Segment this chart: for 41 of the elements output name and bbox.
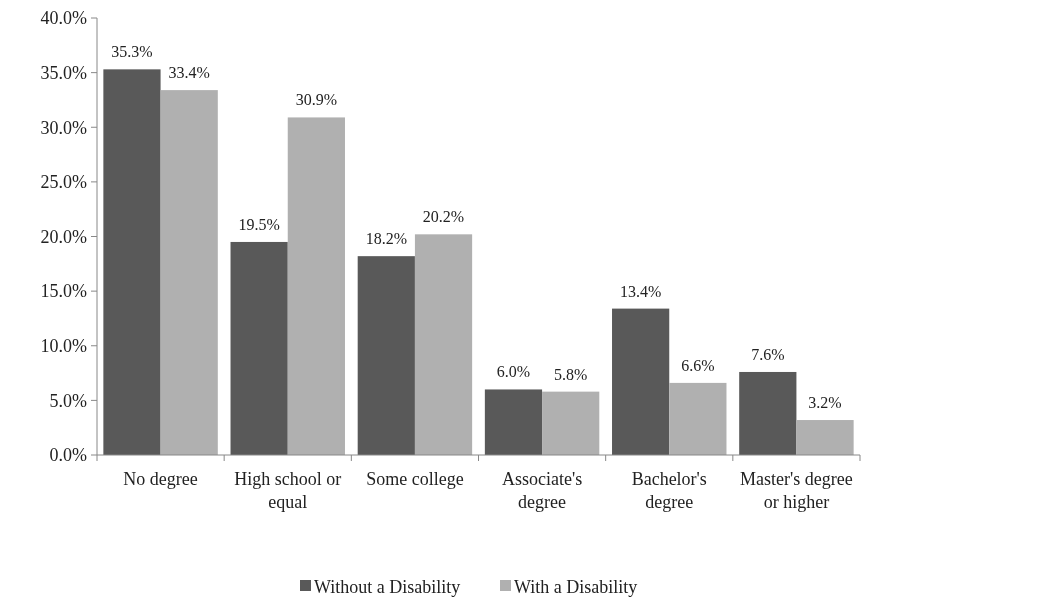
data-label: 3.2% bbox=[808, 394, 842, 412]
data-label: 33.4% bbox=[168, 64, 210, 82]
bar bbox=[230, 241, 288, 455]
y-tick-label: 15.0% bbox=[40, 281, 87, 302]
y-tick-label: 40.0% bbox=[40, 8, 87, 29]
y-tick-label: 35.0% bbox=[40, 62, 87, 83]
bar bbox=[739, 371, 797, 455]
data-label: 6.6% bbox=[681, 356, 715, 374]
legend-label: With a Disability bbox=[514, 577, 638, 598]
y-tick-label: 20.0% bbox=[40, 226, 87, 247]
bar bbox=[612, 308, 670, 455]
bar bbox=[357, 256, 415, 455]
bar bbox=[796, 420, 854, 455]
y-tick-label: 25.0% bbox=[40, 172, 87, 193]
y-tick-label: 10.0% bbox=[40, 336, 87, 357]
bar bbox=[103, 69, 161, 455]
data-label: 30.9% bbox=[295, 91, 338, 109]
data-label: 5.8% bbox=[554, 365, 588, 383]
bar bbox=[484, 389, 543, 455]
y-tick-label: 30.0% bbox=[40, 117, 87, 138]
data-label: 18.2% bbox=[365, 230, 407, 248]
data-label: 6.0% bbox=[496, 363, 531, 381]
y-tick-label: 0.0% bbox=[49, 445, 87, 466]
x-tick-label: Master's degree or higher bbox=[740, 469, 853, 512]
data-label: 35.3% bbox=[111, 43, 153, 61]
data-label: 19.5% bbox=[238, 215, 280, 233]
bar bbox=[160, 90, 218, 455]
data-label: 20.2% bbox=[422, 208, 465, 226]
x-tick-label: Bachelor's degree bbox=[631, 469, 707, 512]
x-tick-label: Associate's degree bbox=[501, 469, 583, 512]
bar bbox=[542, 391, 600, 455]
x-tick-label: Some college bbox=[366, 469, 464, 489]
bar bbox=[287, 117, 345, 455]
data-label: 13.4% bbox=[619, 282, 662, 300]
bar bbox=[669, 382, 727, 455]
bar bbox=[414, 234, 473, 455]
y-tick-label: 5.0% bbox=[49, 390, 87, 411]
x-tick-label: High school or equal bbox=[234, 469, 342, 512]
data-label: 7.6% bbox=[751, 345, 785, 363]
legend-label: Without a Disability bbox=[314, 577, 461, 598]
x-tick-label: No degree bbox=[123, 469, 198, 489]
